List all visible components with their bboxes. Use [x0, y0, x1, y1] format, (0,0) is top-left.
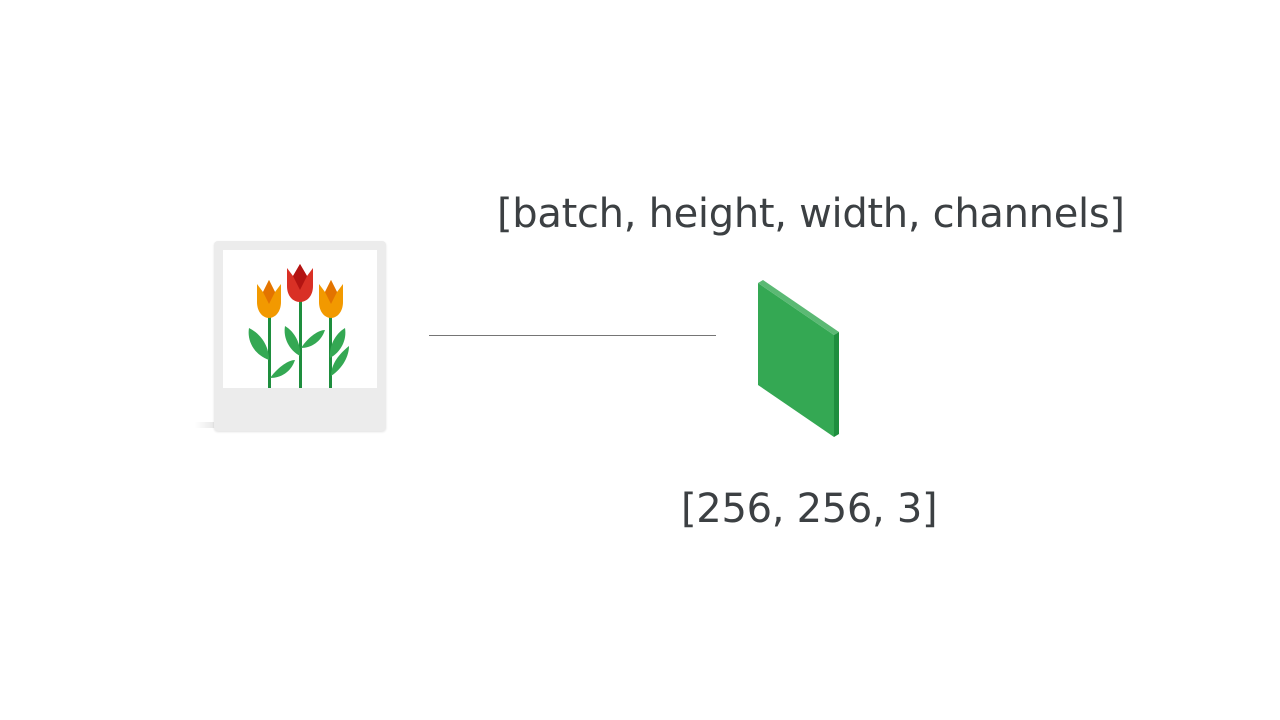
tensor-dims-label: [256, 256, 3]	[681, 486, 938, 532]
connector-line	[429, 335, 716, 336]
stem-center	[299, 296, 302, 388]
photo-canvas	[223, 250, 377, 388]
tensor-side-edge	[834, 332, 839, 437]
tulip-center-petal	[293, 264, 307, 290]
leaf	[329, 328, 346, 358]
leaf	[270, 360, 295, 378]
tensor-front-face	[758, 283, 834, 437]
tensor-top-edge	[758, 280, 839, 335]
stem-left	[268, 302, 271, 388]
tulip-photo-icon	[214, 241, 386, 431]
leaf	[331, 346, 349, 376]
tulip-right-petal	[325, 280, 337, 304]
tensor-shape-label: [batch, height, width, channels]	[497, 191, 1125, 237]
leaf	[248, 328, 269, 360]
stem-right	[329, 302, 332, 388]
leaf	[301, 330, 325, 348]
tulip-left-petal	[263, 280, 275, 304]
tensor-slab-icon	[752, 278, 842, 443]
leaf	[284, 326, 301, 356]
tulips-illustration	[248, 264, 349, 388]
photo-shadow	[195, 422, 225, 428]
